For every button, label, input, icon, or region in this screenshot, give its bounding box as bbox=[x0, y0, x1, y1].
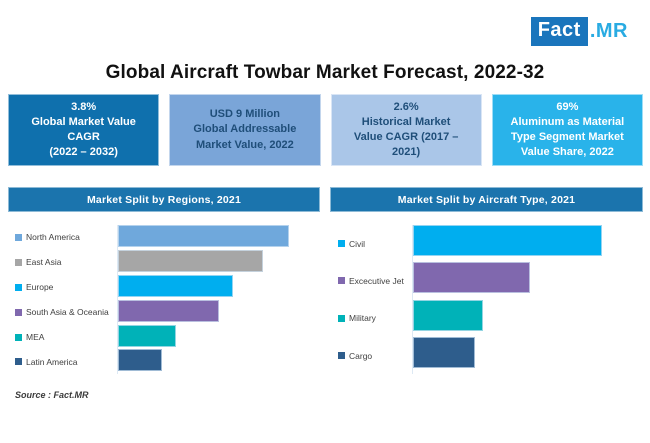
legend-swatch-icon bbox=[15, 233, 22, 241]
legend-label: Latin America bbox=[26, 356, 78, 367]
chart-plot bbox=[412, 225, 602, 375]
regions-chart-panel: Market Split by Regions, 2021 North Amer… bbox=[8, 187, 320, 387]
source-note: Source : Fact.MR bbox=[15, 390, 89, 400]
chart-bar bbox=[413, 225, 602, 256]
chart-bar bbox=[118, 324, 177, 347]
factmr-logo: Fact .MR bbox=[530, 17, 628, 46]
legend-swatch-icon bbox=[15, 308, 22, 316]
legend-item: East Asia bbox=[15, 250, 117, 275]
aircraft-type-chart-body: Civil Excecutive Jet Military Cargo bbox=[330, 212, 643, 375]
stat-box-row: 3.8% Global Market Value CAGR (2022 – 20… bbox=[8, 94, 643, 166]
aircraft-type-chart-title: Market Split by Aircraft Type, 2021 bbox=[330, 187, 643, 212]
chart-legend: North America East Asia Europe South Asia &… bbox=[8, 225, 117, 374]
legend-label: Europe bbox=[26, 282, 54, 293]
legend-label: North America bbox=[26, 232, 80, 243]
page-title: Global Aircraft Towbar Market Forecast, … bbox=[105, 62, 545, 83]
legend-swatch-icon bbox=[338, 352, 345, 360]
legend-swatch-icon bbox=[338, 314, 345, 322]
legend-label: East Asia bbox=[26, 257, 62, 268]
legend-item: Civil bbox=[338, 225, 412, 262]
legend-swatch-icon bbox=[338, 277, 345, 285]
legend-item: Latin America bbox=[15, 349, 117, 374]
chart-plot bbox=[117, 225, 289, 375]
factmr-logo-mr-text: .MR bbox=[589, 20, 628, 42]
regions-chart-body: North America East Asia Europe South Asia &… bbox=[8, 212, 320, 375]
chart-bar bbox=[118, 349, 163, 372]
legend-item: Excecutive Jet bbox=[338, 262, 412, 299]
legend-swatch-icon bbox=[15, 358, 22, 366]
legend-swatch-icon bbox=[15, 283, 22, 291]
legend-item: Military bbox=[338, 300, 412, 337]
regions-chart-title: Market Split by Regions, 2021 bbox=[8, 187, 320, 212]
legend-swatch-icon bbox=[15, 333, 22, 341]
legend-item: Cargo bbox=[338, 337, 412, 374]
legend-swatch-icon bbox=[15, 258, 22, 266]
chart-legend: Civil Excecutive Jet Military Cargo bbox=[330, 225, 412, 374]
chart-bar bbox=[118, 299, 219, 322]
legend-label: Civil bbox=[349, 238, 366, 249]
legend-item: Europe bbox=[15, 275, 117, 300]
legend-label: Cargo bbox=[349, 350, 373, 361]
legend-item: MEA bbox=[15, 325, 117, 350]
stat-box-market-value-cagr: 3.8% Global Market Value CAGR (2022 – 20… bbox=[8, 94, 160, 166]
legend-swatch-icon bbox=[338, 240, 345, 248]
chart-bar bbox=[118, 274, 233, 297]
legend-label: Excecutive Jet bbox=[349, 275, 404, 286]
chart-bar bbox=[413, 336, 476, 368]
factmr-logo-fact-text: Fact bbox=[530, 17, 588, 46]
legend-item: North America bbox=[15, 225, 117, 250]
legend-label: South Asia & Oceania bbox=[26, 307, 109, 318]
legend-label: MEA bbox=[26, 332, 45, 342]
stat-box-historical-cagr: 2.6% Historical Market Value CAGR (2017 … bbox=[330, 94, 482, 166]
aircraft-type-chart-panel: Market Split by Aircraft Type, 2021 Civi… bbox=[330, 187, 643, 387]
stat-box-aluminum-share: 69% Aluminum as Material Type Segment Ma… bbox=[491, 94, 643, 166]
legend-item: South Asia & Oceania bbox=[15, 300, 117, 325]
stat-box-addressable-market-value: USD 9 Million Global Addressable Market … bbox=[169, 94, 321, 166]
chart-bar bbox=[413, 299, 483, 331]
chart-bar bbox=[118, 225, 289, 247]
chart-bar bbox=[413, 262, 531, 294]
chart-bar bbox=[118, 249, 264, 272]
legend-label: Military bbox=[349, 313, 376, 324]
